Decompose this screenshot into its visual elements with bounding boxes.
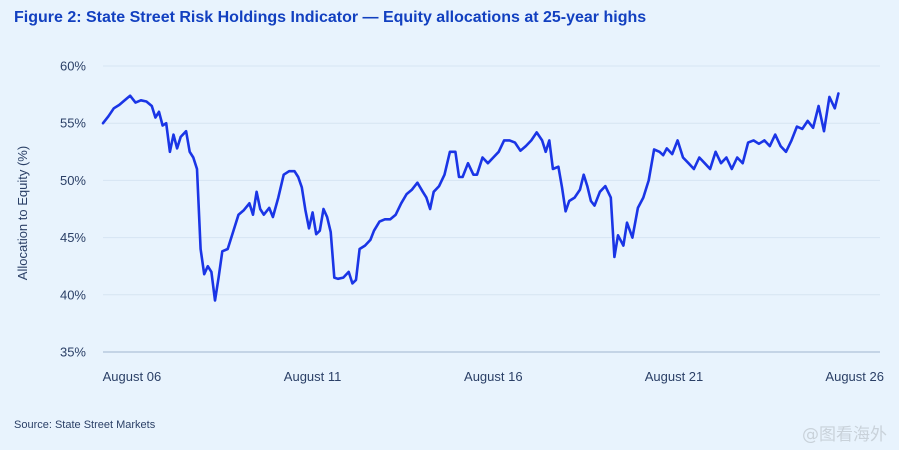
x-tick-label: August 21 <box>645 369 704 384</box>
x-tick-label: August 06 <box>103 369 162 384</box>
y-tick-label: 40% <box>60 287 86 302</box>
x-tick-label: August 16 <box>464 369 523 384</box>
y-tick-label: 60% <box>60 59 86 74</box>
x-tick-label: August 11 <box>284 369 342 384</box>
watermark: @图看海外 <box>802 425 887 445</box>
x-axis-ticks: August 06 August 11 August 16 August 21 Augu… <box>103 369 884 384</box>
y-tick-label: 50% <box>60 173 86 188</box>
series-line <box>101 92 840 302</box>
y-tick-label: 55% <box>60 116 86 131</box>
y-tick-label: 35% <box>60 345 86 360</box>
y-axis-label: Allocation to Equity (%) <box>15 146 30 280</box>
y-tick-label: 45% <box>60 230 86 245</box>
chart-title: Figure 2: State Street Risk Holdings Ind… <box>14 9 647 26</box>
series-group <box>101 92 840 302</box>
x-tick-label: August 26 <box>825 369 884 384</box>
y-axis-ticks: 35% 40% 45% 50% 55% 60% <box>60 59 86 360</box>
grid-lines <box>103 65 880 296</box>
source-note: Source: State Street Markets <box>14 419 156 431</box>
